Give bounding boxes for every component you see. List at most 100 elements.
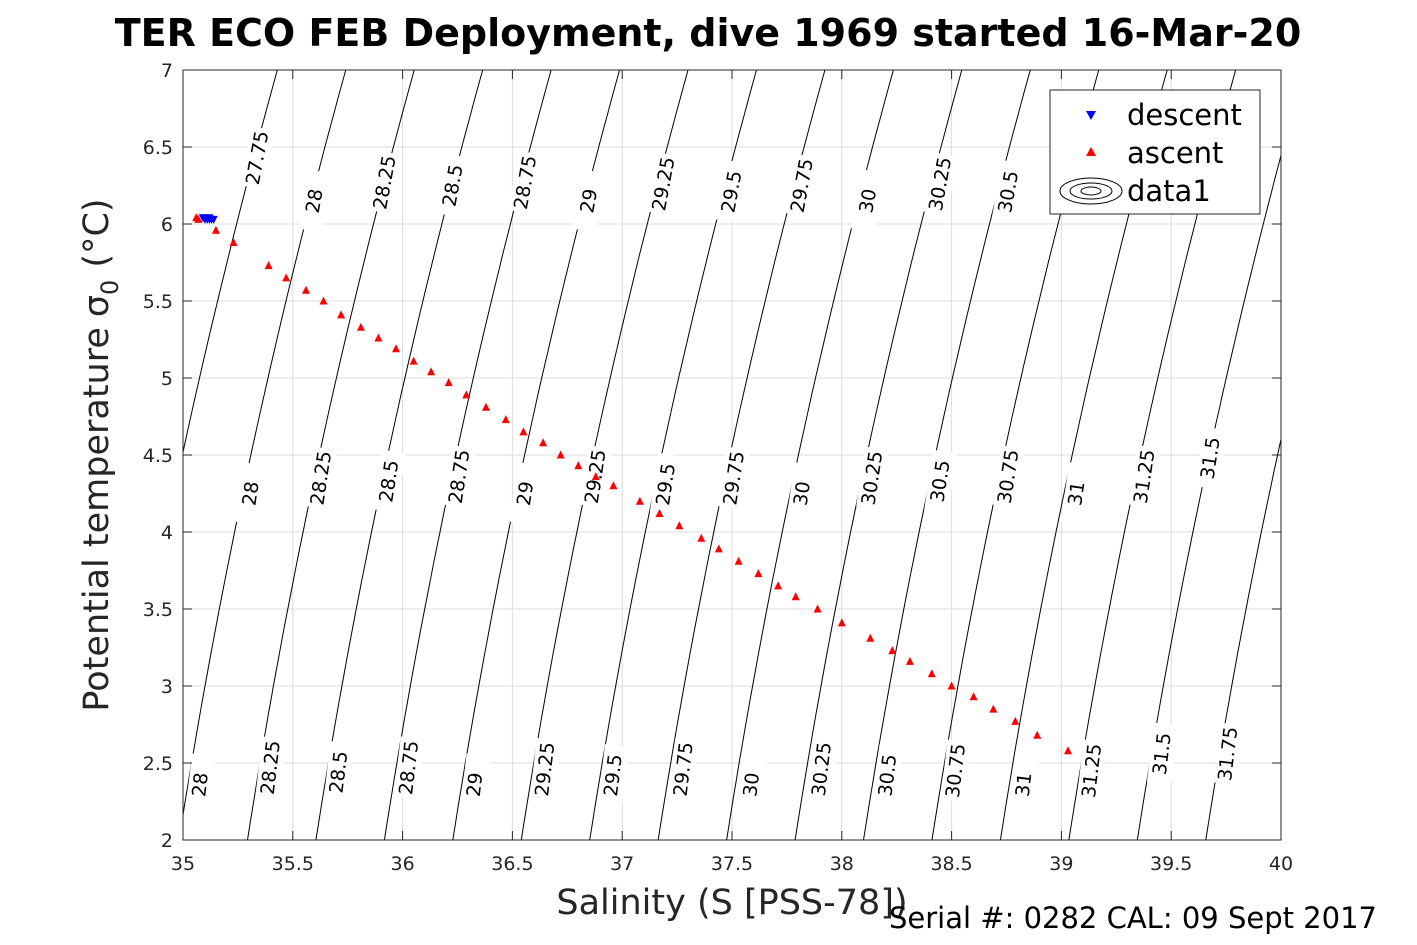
descent-point bbox=[209, 215, 218, 224]
contour-label-bg bbox=[1212, 722, 1244, 786]
contour-label-bg bbox=[717, 446, 751, 510]
ascent-point bbox=[969, 692, 978, 701]
contour-label-bg bbox=[240, 126, 275, 190]
contour-label-bg bbox=[1008, 753, 1040, 816]
ascent-point bbox=[675, 521, 684, 530]
contour-label-bg bbox=[529, 737, 561, 801]
contour-label-bg bbox=[1146, 722, 1178, 785]
legend-ascent-marker bbox=[1086, 147, 1096, 156]
y-tick-label: 6 bbox=[161, 214, 173, 236]
ascent-point bbox=[905, 656, 914, 665]
y-axis-label-text: Potential temperature bbox=[77, 327, 117, 711]
ascent-point bbox=[556, 450, 565, 459]
contour-label: 29.5 bbox=[600, 753, 627, 798]
ascent-point bbox=[282, 273, 291, 282]
y-tick-label: 2.5 bbox=[143, 753, 173, 775]
ascent-point bbox=[591, 472, 600, 481]
svg-text:Potential temperatureσ0(°C): Potential temperature σ0 (°C) bbox=[77, 198, 124, 711]
x-tick-label: 37.5 bbox=[711, 853, 753, 875]
contour-label: 29 bbox=[576, 187, 602, 215]
ascent-point bbox=[754, 569, 763, 578]
ascent-point bbox=[866, 633, 875, 642]
ascent-point bbox=[356, 322, 365, 331]
ascent-point bbox=[947, 681, 956, 690]
contour-label: 29 bbox=[463, 771, 488, 798]
ascent-point bbox=[734, 556, 743, 565]
x-tick-label: 38.5 bbox=[930, 853, 972, 875]
y-axis-ticks: 2 2.5 3 3.5 4 4.5 5 5.5 6 6.5 7 bbox=[143, 60, 1281, 852]
contour-label: 28 bbox=[238, 480, 263, 507]
x-tick-label: 39.5 bbox=[1150, 853, 1192, 875]
ascent-point bbox=[927, 669, 936, 678]
descent-point bbox=[205, 214, 214, 223]
contour-label: 30 bbox=[790, 480, 815, 507]
ascent-point bbox=[655, 509, 664, 517]
ascent-point bbox=[791, 592, 800, 601]
contour-label: 31 bbox=[1064, 480, 1089, 507]
contour-label-bg bbox=[443, 445, 476, 509]
ascent-point bbox=[392, 344, 400, 353]
ascent-point bbox=[427, 367, 436, 376]
ascent-point bbox=[519, 427, 528, 436]
ascent-point bbox=[609, 481, 618, 490]
contour-label-bg bbox=[393, 736, 425, 799]
legend-descent-label: descent bbox=[1127, 98, 1242, 132]
x-tick-label: 35 bbox=[171, 853, 195, 875]
contour-label-bg bbox=[185, 753, 216, 816]
ascent-point bbox=[714, 544, 723, 553]
contour-label-bg bbox=[923, 152, 958, 216]
data-points bbox=[192, 213, 1072, 755]
x-tick-label: 36.5 bbox=[491, 853, 533, 875]
contour-label-bg bbox=[572, 169, 607, 233]
ascent-point bbox=[837, 618, 846, 627]
contour-label-bg bbox=[714, 160, 750, 224]
ascent-point bbox=[194, 214, 203, 223]
legend: descent ascent data1 bbox=[1049, 89, 1261, 215]
y-tick-label: 3 bbox=[161, 676, 173, 698]
ascent-point bbox=[374, 333, 383, 342]
y-tick-label: 5 bbox=[161, 368, 173, 390]
contour-label: 29 bbox=[513, 480, 538, 507]
contour-label-bg bbox=[1128, 445, 1162, 508]
ascent-point bbox=[888, 646, 897, 655]
ascent-point bbox=[229, 238, 238, 246]
ascent-point bbox=[482, 402, 490, 411]
ascent-point bbox=[319, 296, 328, 305]
ascent-point bbox=[1033, 730, 1042, 739]
ascent-point bbox=[989, 704, 998, 713]
ascent-point bbox=[1064, 746, 1072, 755]
contour-label: 30.5 bbox=[875, 753, 902, 798]
ascent-point bbox=[539, 438, 548, 447]
contour-label-bg bbox=[373, 449, 406, 513]
ascent-point bbox=[462, 390, 471, 399]
contour-line bbox=[183, 70, 278, 455]
contour-label-bg bbox=[509, 462, 542, 525]
contour-label-bg bbox=[255, 736, 287, 799]
y-tick-label: 7 bbox=[161, 60, 173, 82]
y-tick-label: 5.5 bbox=[143, 291, 173, 313]
legend-contour-icon bbox=[1059, 177, 1123, 205]
contour-label-bg bbox=[856, 446, 889, 510]
legend-ascent-label: ascent bbox=[1127, 136, 1223, 170]
contour-label-bg bbox=[940, 739, 972, 802]
y-tick-label: 2 bbox=[161, 830, 173, 852]
contour-label-bg bbox=[367, 150, 403, 215]
contour-label-bg bbox=[649, 452, 683, 516]
ascent-point bbox=[302, 285, 310, 294]
contour-label-bg bbox=[806, 737, 838, 801]
ascent-point bbox=[1011, 716, 1020, 725]
y-axis-label: Potential temperature σ0 (°C) bbox=[77, 198, 124, 711]
contour-label-bg bbox=[785, 153, 820, 218]
y-tick-label: 4.5 bbox=[143, 445, 173, 467]
ascent-point bbox=[697, 533, 706, 542]
legend-data1-label: data1 bbox=[1127, 174, 1211, 208]
x-axis-label: Salinity (S [PSS-78]) bbox=[556, 883, 907, 923]
contour-label: 31 bbox=[1012, 771, 1037, 798]
x-tick-label: 35.5 bbox=[272, 853, 314, 875]
x-tick-label: 36 bbox=[391, 853, 415, 875]
y-axis-label-sigma: σ bbox=[77, 295, 117, 317]
contour-label-bg bbox=[508, 150, 543, 215]
x-axis-ticks: 35 35.5 36 36.5 37 37.5 38 38.5 39 39.5 40 bbox=[171, 70, 1293, 875]
legend-descent-marker bbox=[1086, 111, 1096, 120]
